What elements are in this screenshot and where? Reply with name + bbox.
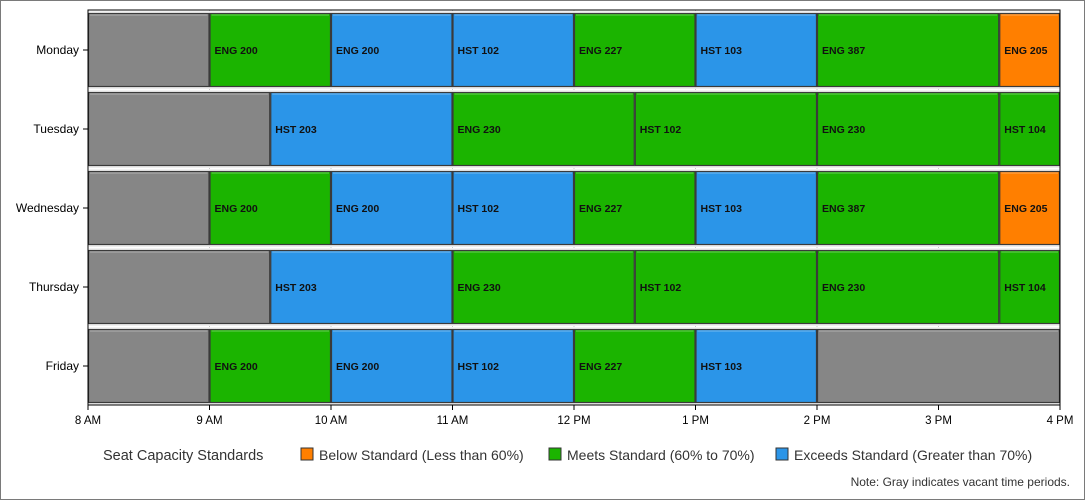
bar-segment-exceeds [330, 328, 453, 404]
bar-label: HST 104 [1004, 124, 1046, 136]
bar-segment-meets [452, 249, 635, 325]
bar-label: HST 203 [275, 282, 317, 294]
bar-label: ENG 230 [458, 282, 501, 294]
bar-label: HST 103 [701, 361, 743, 373]
bar-label: ENG 200 [215, 203, 258, 215]
bar-label: HST 102 [458, 45, 500, 57]
y-tick-label: Thursday [29, 280, 79, 294]
bar-label: ENG 227 [579, 203, 622, 215]
bar-segment-exceeds [270, 249, 453, 325]
bar-label: HST 104 [1004, 282, 1046, 294]
bar-segment-meets [634, 249, 818, 325]
bar-segment-vacant [87, 328, 210, 404]
bar-label: HST 102 [458, 203, 500, 215]
bar-label: ENG 200 [336, 361, 379, 373]
vacant-note: Note: Gray indicates vacant time periods… [851, 475, 1070, 489]
bar-label: HST 103 [701, 45, 743, 57]
bar-label: ENG 230 [458, 124, 501, 136]
bar-segment-exceeds [452, 328, 575, 404]
x-tick-label: 9 AM [196, 415, 222, 427]
x-tick-label: 2 PM [804, 415, 831, 427]
x-tick-label: 4 PM [1047, 415, 1074, 427]
y-tick-label: Friday [46, 359, 79, 373]
bar-segment-below [999, 12, 1061, 88]
bar-label: ENG 230 [822, 282, 865, 294]
bar-label: ENG 227 [579, 361, 622, 373]
bar-segment-meets [452, 91, 635, 167]
bar-segment-exceeds [695, 12, 818, 88]
bar-segment-meets [634, 91, 818, 167]
y-tick-label: Tuesday [33, 122, 79, 136]
bar-segment-vacant [87, 91, 271, 167]
legend-label-below: Below Standard (Less than 60%) [319, 447, 524, 463]
bar-segment-meets [816, 249, 1000, 325]
bar-label: ENG 205 [1004, 45, 1047, 57]
bar-label: ENG 200 [336, 203, 379, 215]
bar-label: HST 102 [640, 282, 682, 294]
x-tick-label: 10 AM [315, 415, 348, 427]
legend-label-exceeds: Exceeds Standard (Greater than 70%) [794, 447, 1032, 463]
bar-label: ENG 227 [579, 45, 622, 57]
bar-segment-meets [816, 170, 1000, 246]
bar-segment-meets [573, 328, 696, 404]
y-tick-label: Monday [36, 43, 79, 57]
bar-segment-exceeds [330, 12, 453, 88]
bar-label: HST 102 [458, 361, 500, 373]
x-tick-label: 3 PM [925, 415, 952, 427]
x-tick-label: 8 AM [75, 415, 101, 427]
bar-segment-meets [573, 12, 696, 88]
bar-segment-exceeds [452, 12, 575, 88]
bar-segment-meets [999, 91, 1061, 167]
bar-label: ENG 205 [1004, 203, 1047, 215]
legend-label-meets: Meets Standard (60% to 70%) [567, 447, 755, 463]
bar-label: HST 103 [701, 203, 743, 215]
legend-swatch-below [300, 447, 314, 461]
bar-segment-vacant [816, 328, 1061, 404]
bar-segment-exceeds [270, 91, 453, 167]
bar-label: HST 203 [275, 124, 317, 136]
bar-segment-meets [209, 328, 332, 404]
bar-segment-meets [816, 12, 1000, 88]
bar-segment-meets [209, 12, 332, 88]
bar-segment-vacant [87, 249, 271, 325]
legend-title: Seat Capacity Standards [103, 448, 263, 464]
bar-segment-exceeds [330, 170, 453, 246]
bar-label: ENG 387 [822, 45, 865, 57]
bar-segment-exceeds [452, 170, 575, 246]
bar-label: ENG 200 [336, 45, 379, 57]
bar-segment-meets [573, 170, 696, 246]
bar-segment-vacant [87, 170, 210, 246]
bar-label: ENG 200 [215, 361, 258, 373]
bar-label: ENG 230 [822, 124, 865, 136]
legend-swatch-exceeds [775, 447, 789, 461]
legend-swatch-meets [548, 447, 562, 461]
x-tick-label: 11 AM [437, 415, 469, 427]
bar-segment-exceeds [695, 328, 818, 404]
y-tick-label: Wednesday [16, 201, 79, 215]
bar-segment-meets [816, 91, 1000, 167]
bar-label: ENG 387 [822, 203, 865, 215]
bar-label: HST 102 [640, 124, 682, 136]
x-tick-label: 12 PM [557, 415, 590, 427]
x-tick-label: 1 PM [682, 415, 709, 427]
bar-segment-exceeds [695, 170, 818, 246]
bar-label: ENG 200 [215, 45, 258, 57]
bar-segment-meets [209, 170, 332, 246]
bar-segment-vacant [87, 12, 210, 88]
